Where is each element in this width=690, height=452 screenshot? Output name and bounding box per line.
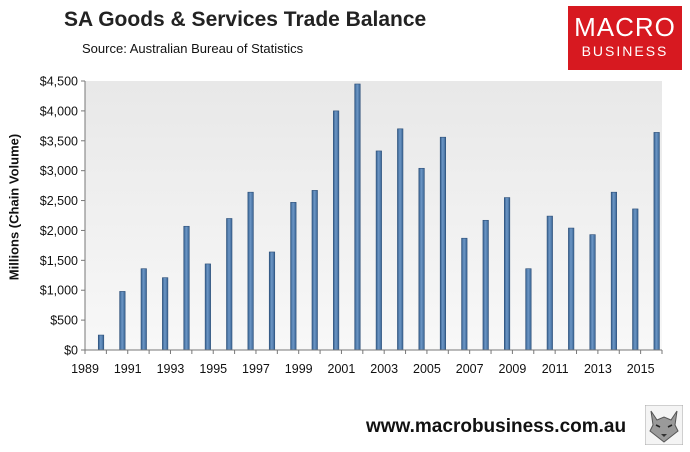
x-tick-label: 2013 (584, 362, 612, 376)
bar-12 (354, 83, 361, 351)
bar-22 (568, 227, 575, 351)
y-tick-label: $2,000 (40, 224, 78, 238)
bar-10 (311, 190, 318, 351)
y-tick-label: $3,000 (40, 164, 78, 178)
bar-14 (397, 128, 404, 351)
x-tick-label: 1991 (114, 362, 142, 376)
x-tick-label: 1999 (285, 362, 313, 376)
x-tick-label: 2007 (456, 362, 484, 376)
wolf-icon (645, 405, 683, 445)
bar-16 (439, 136, 447, 351)
x-tick-label: 1989 (71, 362, 99, 376)
bar-26 (653, 132, 660, 351)
x-tick-label: 2011 (542, 362, 569, 376)
bar-6 (226, 218, 233, 351)
x-tick-label: 2009 (499, 362, 527, 376)
y-tick-label: $1,000 (40, 284, 78, 298)
bar-4 (183, 225, 190, 351)
y-tick-label: $4,000 (40, 104, 78, 118)
bar-2 (140, 268, 147, 351)
x-tick-label: 1995 (199, 362, 227, 376)
bar-19 (504, 197, 511, 351)
bar-8 (268, 251, 276, 351)
plot-area (85, 81, 662, 350)
x-tick-label: 2005 (413, 362, 441, 376)
bar-17 (461, 237, 468, 351)
macro-business-logo[interactable]: MACRO BUSINESS (568, 6, 682, 70)
bar-1 (119, 291, 126, 351)
x-tick-label: 2003 (370, 362, 398, 376)
bar-7 (247, 191, 254, 351)
bar-20 (525, 268, 532, 351)
bar-23 (589, 234, 596, 351)
bar-3 (162, 277, 169, 351)
bar-9 (290, 202, 297, 351)
bar-21 (546, 215, 553, 351)
bar-24 (610, 191, 617, 351)
y-tick-label: $3,500 (40, 134, 78, 148)
x-tick-label: 1993 (157, 362, 185, 376)
bar-15 (418, 167, 425, 351)
bar-18 (482, 219, 489, 351)
chart-source: Source: Australian Bureau of Statistics (82, 41, 304, 56)
y-tick-label: $4,500 (40, 75, 78, 89)
footer-url[interactable]: www.macrobusiness.com.au (366, 416, 627, 437)
chart-title: SA Goods & Services Trade Balance (64, 8, 427, 31)
logo-line-2: BUSINESS (581, 43, 669, 59)
bar-25 (632, 208, 639, 351)
y-tick-label: $500 (50, 314, 78, 328)
x-tick-label: 2015 (627, 362, 655, 376)
y-tick-label: $2,500 (40, 194, 78, 208)
bar-5 (204, 263, 211, 351)
bar-11 (333, 110, 340, 351)
x-tick-label: 2001 (328, 362, 356, 376)
bar-13 (375, 150, 382, 351)
y-tick-label: $1,500 (40, 254, 78, 268)
bar-0 (97, 334, 105, 351)
y-tick-label: $0 (64, 344, 78, 358)
logo-line-1: MACRO (574, 12, 676, 42)
x-tick-label: 1997 (242, 362, 270, 376)
